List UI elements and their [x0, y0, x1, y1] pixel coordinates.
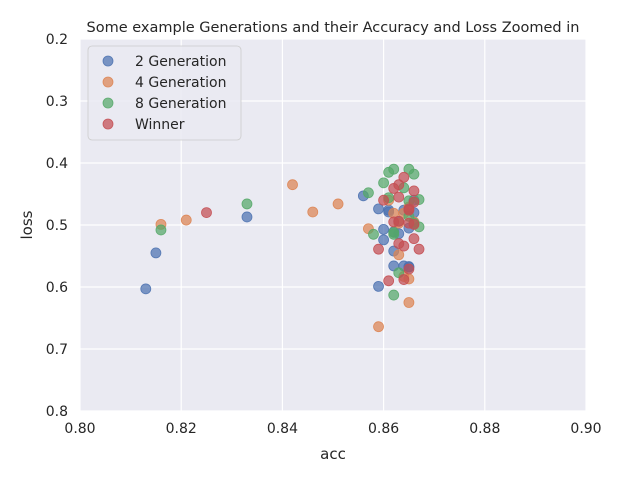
y-tick-label: 0.4 — [46, 156, 68, 172]
data-point — [393, 215, 405, 227]
data-point — [378, 223, 390, 235]
legend-label: 4 Generation — [135, 75, 226, 91]
data-point — [378, 234, 390, 246]
data-point — [201, 207, 212, 219]
data-point — [388, 228, 400, 240]
data-point — [408, 233, 420, 245]
y-tick-label: 0.5 — [46, 218, 68, 234]
data-point — [241, 198, 253, 210]
data-point — [368, 228, 379, 240]
legend-label: 2 Generation — [135, 54, 226, 70]
data-point — [373, 243, 384, 255]
x-tick-label: 0.82 — [166, 421, 197, 437]
data-point — [363, 187, 374, 199]
data-point — [408, 218, 420, 230]
data-point — [408, 185, 420, 197]
data-point — [403, 263, 415, 275]
chart-title: Some example Generations and their Accur… — [87, 20, 580, 36]
data-point — [413, 243, 425, 255]
data-point — [408, 196, 420, 208]
y-tick-label: 0.7 — [46, 342, 68, 358]
data-point — [287, 179, 298, 191]
x-axis-label: acc — [320, 445, 346, 463]
data-point — [398, 171, 410, 183]
data-point — [388, 163, 400, 175]
x-tick-label: 0.86 — [368, 421, 399, 437]
legend-marker — [102, 55, 114, 67]
data-point — [393, 249, 405, 261]
data-point — [180, 214, 192, 226]
data-point — [373, 280, 384, 292]
series-winner — [201, 171, 425, 287]
data-point — [393, 179, 405, 191]
y-tick-label: 0.8 — [46, 404, 68, 420]
legend-box — [87, 45, 242, 141]
x-tick-label: 0.84 — [267, 421, 298, 437]
data-point — [398, 274, 410, 285]
data-point — [403, 297, 415, 308]
y-tick-label: 0.2 — [46, 32, 68, 48]
tick-labels: 0.80 0.82 0.84 0.86 0.88 0.90 0.2 0.3 0.4 0.5 0.6 0… — [46, 32, 602, 437]
x-tick-label: 0.80 — [64, 421, 95, 437]
data-point — [408, 168, 420, 180]
data-point — [373, 321, 384, 333]
legend-marker — [102, 97, 114, 109]
data-point — [373, 203, 384, 215]
y-axis-label: loss — [18, 210, 36, 239]
x-tick-label: 0.88 — [469, 421, 500, 437]
data-point — [307, 206, 319, 218]
data-point — [378, 177, 390, 189]
data-point — [150, 247, 162, 259]
data-point — [241, 211, 253, 223]
data-point — [383, 275, 395, 287]
y-tick-label: 0.6 — [46, 280, 68, 296]
x-tick-label: 0.90 — [570, 421, 601, 437]
y-tick-label: 0.3 — [46, 94, 68, 110]
data-point — [140, 283, 152, 295]
data-point — [155, 224, 167, 236]
data-point — [388, 289, 400, 301]
legend-marker — [102, 76, 114, 88]
legend: 2 Generation 4 Generation 8 Generation Winn… — [87, 45, 242, 141]
data-points — [140, 163, 425, 333]
legend-label: Winner — [135, 117, 185, 133]
data-point — [398, 240, 410, 252]
data-point — [393, 191, 405, 203]
legend-marker — [102, 118, 114, 130]
legend-label: 8 Generation — [135, 96, 226, 112]
data-point — [332, 198, 344, 210]
data-point — [378, 194, 390, 206]
